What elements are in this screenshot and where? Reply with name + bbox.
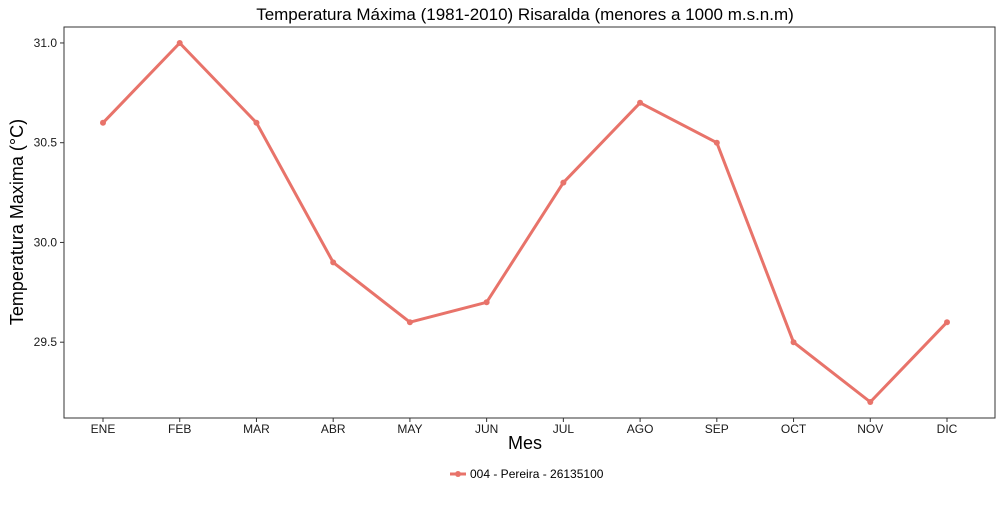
legend-label: 004 - Pereira - 26135100: [470, 467, 604, 481]
x-tick-label: MAY: [397, 422, 422, 436]
x-tick-label: FEB: [168, 422, 191, 436]
legend-key-point: [455, 471, 461, 477]
x-tick-label: AGO: [627, 422, 654, 436]
data-point: [483, 299, 490, 306]
plot-panel: [63, 26, 996, 419]
data-point: [944, 319, 950, 326]
y-axis-title: Temperatura Maxima (°C): [7, 119, 27, 325]
data-point: [637, 99, 644, 106]
x-axis: ENE FEB MAR ABR MAY JUN JUL AGO SEP OCT NOV DIC: [91, 418, 958, 436]
data-point: [253, 119, 260, 126]
x-tick-label: JUL: [553, 422, 575, 436]
x-tick-label: ENE: [91, 422, 116, 436]
y-tick-label: 29.5: [34, 335, 58, 349]
x-tick-label: DIC: [937, 422, 958, 436]
data-point: [100, 119, 106, 126]
y-axis: 29.5 30.0 30.5 31.0: [34, 36, 64, 349]
data-point: [560, 179, 567, 186]
data-point: [790, 339, 797, 346]
legend: 004 - Pereira - 26135100: [450, 467, 604, 481]
data-point: [713, 139, 720, 146]
x-tick-label: OCT: [781, 422, 807, 436]
series-layer: [100, 39, 950, 406]
x-tick-label: SEP: [705, 422, 729, 436]
y-tick-label: 30.0: [34, 235, 58, 249]
x-tick-label: ABR: [321, 422, 346, 436]
chart-title: Temperatura Máxima (1981-2010) Risaralda…: [256, 5, 794, 24]
x-tick-label: NOV: [857, 422, 883, 436]
x-axis-title: Mes: [508, 433, 542, 453]
series-line: [101, 41, 949, 404]
x-tick-label: MAR: [243, 422, 270, 436]
y-tick-label: 31.0: [34, 36, 58, 50]
data-point: [867, 399, 874, 406]
data-point: [176, 39, 183, 46]
x-tick-label: JUN: [475, 422, 498, 436]
data-point: [406, 319, 413, 326]
y-tick-label: 30.5: [34, 136, 58, 150]
data-point: [330, 259, 337, 266]
